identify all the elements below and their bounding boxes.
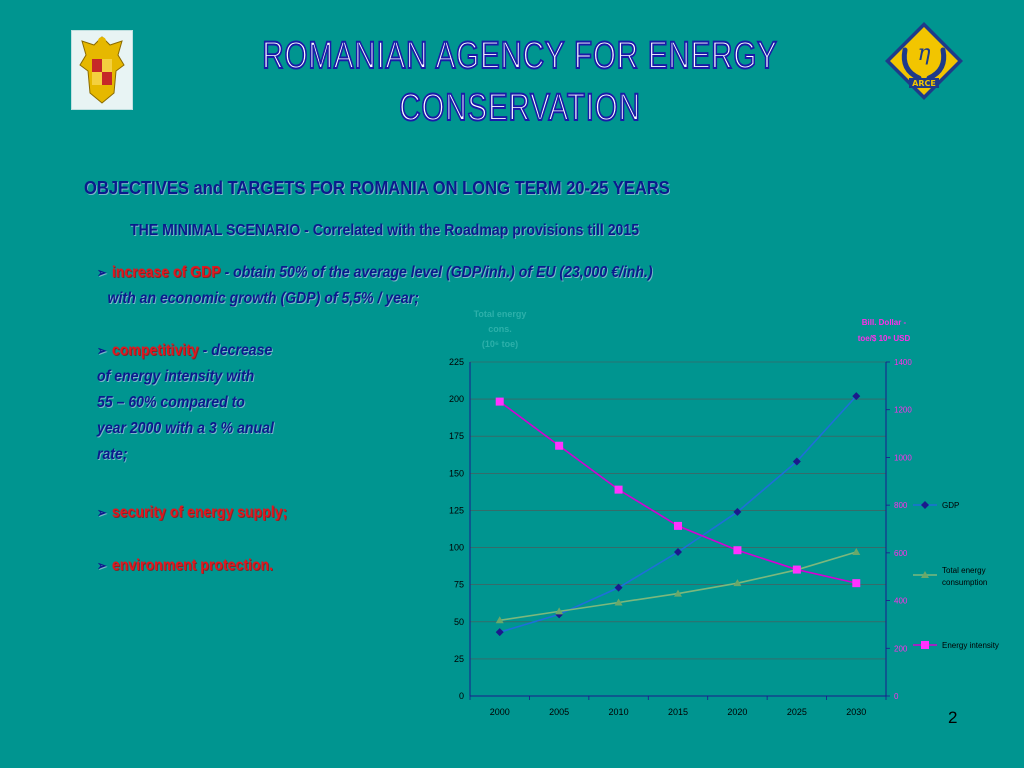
left-tick-label: 100 [449,543,464,553]
legend-label: Total energy [942,566,986,575]
left-axis-title: (10⁶ toe) [482,339,518,349]
arrow-bullet-icon: ➢ [97,505,107,520]
right-tick-label: 1400 [894,358,912,367]
total-energy-consumption-point [733,579,742,587]
comp-text-line1: decrease [211,342,273,359]
gdp-point [614,583,623,592]
right-tick-label: 800 [894,501,908,510]
security-text: security of energy supply; [111,504,288,521]
gdp-keyword: increase of GDP [111,264,221,281]
arrow-bullet-icon: ➢ [97,265,107,280]
gdp-text-line2: with an economic growth (GDP) of 5,5% / … [107,290,419,307]
arrow-bullet-icon: ➢ [97,558,107,573]
legend-label: consumption [942,578,987,587]
x-tick-label: 2020 [727,707,747,717]
energy-intensity-point [674,521,682,530]
left-tick-label: 150 [449,468,464,478]
gdp-point [852,392,861,401]
left-tick-label: 50 [454,617,464,627]
arce-logo: η ARCE [883,20,965,102]
agency-title: ROMANIAN AGENCY FOR ENERGY CONSERVATION [261,34,778,130]
total-energy-consumption-point [614,598,623,606]
left-axis-title: Total energy [474,309,527,319]
gdp-text-line1: - obtain 50% of the average level (GDP/i… [220,264,653,281]
right-tick-label: 200 [894,644,908,653]
comp-text-line4: year 2000 with a 3 % anual [97,420,274,437]
gdp-point [733,507,742,516]
gdp-point [674,548,682,557]
coat-of-arms-logo [71,30,133,110]
comp-text-line5: rate; [97,446,128,463]
x-tick-label: 2010 [609,707,629,717]
energy-intensity-point [555,441,564,450]
arce-text: ARCE [912,79,936,88]
arrow-bullet-icon: ➢ [97,343,107,358]
right-tick-label: 400 [894,597,908,606]
eta-symbol: η [917,41,930,66]
bullet-gdp: ➢ increase of GDP - obtain 50% of the ave… [97,260,660,312]
total-energy-consumption-point [674,589,682,597]
energy-intensity-point [495,397,504,406]
right-tick-label: 600 [894,549,908,558]
total-energy-consumption-line [499,551,857,622]
total-energy-consumption-point [555,607,564,615]
left-tick-label: 200 [449,394,464,404]
legend-label: Energy intensity [942,641,999,650]
gdp-line [499,395,857,633]
left-tick-label: 0 [459,691,464,701]
comp-text-line2: of energy intensity with [97,368,255,385]
left-axis-title: cons. [488,324,512,334]
legend-marker-total-energy-consumption [921,571,929,578]
energy-chart: 0 25 50 75 100 125 150 175 200 225 0 200 400 600 800 10… [449,309,999,717]
right-tick-label: 0 [894,692,899,701]
comp-keyword: competitivity [111,342,199,359]
x-tick-label: 2005 [549,707,569,717]
x-tick-label: 2030 [846,707,866,717]
bullet-security: ➢ security of energy supply; [97,500,287,526]
legend-label: GDP [942,501,959,510]
energy-intensity-point [852,579,861,588]
left-tick-label: 175 [449,431,464,441]
left-tick-label: 25 [454,654,464,664]
legend-marker-energy-intensity [921,641,929,649]
gdp-point [495,628,504,637]
comp-text-line3: 55 – 60% compared to [97,394,245,411]
right-tick-label: 1000 [894,453,912,462]
right-axis-title: toe/$ 10⁶ USD [858,334,911,343]
comp-dash: - [198,342,212,359]
bullet-environment: ➢ environment protection. [97,553,273,579]
x-tick-label: 2015 [668,707,688,717]
total-energy-consumption-point [852,548,861,556]
right-axis-title: Bill. Dollar - [862,318,907,327]
total-energy-consumption-point [495,616,504,624]
x-tick-label: 2000 [490,707,510,717]
energy-intensity-point [792,565,801,574]
x-tick-label: 2025 [787,707,807,717]
scenario-subtitle: THE MINIMAL SCENARIO - Correlated with t… [130,222,640,239]
left-tick-label: 75 [454,580,464,590]
energy-intensity-point [614,485,623,494]
left-tick-label: 225 [449,357,464,367]
legend-marker-gdp [921,501,929,509]
environment-text: environment protection. [111,557,274,574]
gdp-point [792,457,801,466]
objectives-title: OBJECTIVES and TARGETS FOR ROMANIA ON LO… [84,178,670,198]
left-tick-label: 125 [449,505,464,515]
right-tick-label: 1200 [894,406,912,415]
bullet-competitivity: ➢ competitivity - decrease of energy inte… [97,338,308,468]
energy-intensity-point [733,546,742,555]
page-number: 2 [948,708,958,727]
